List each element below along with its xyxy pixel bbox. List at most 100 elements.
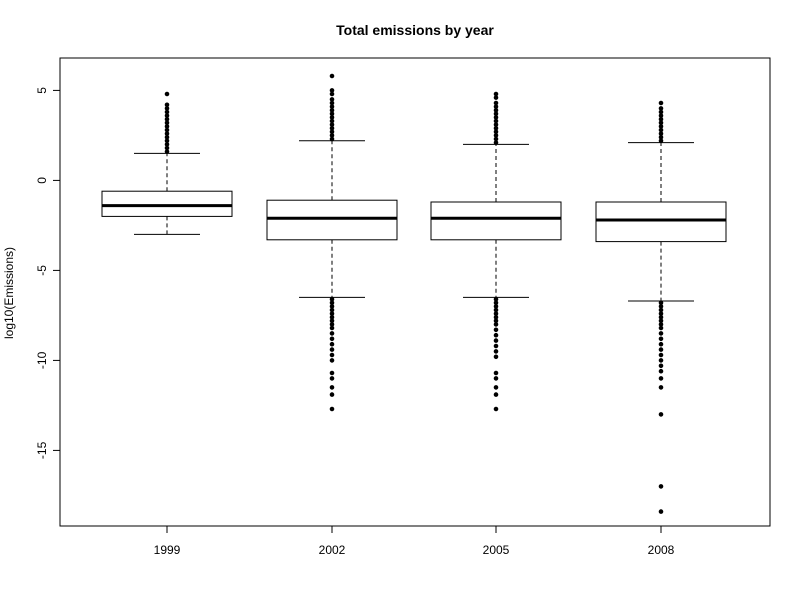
outlier-point bbox=[329, 133, 335, 138]
outlier-point bbox=[164, 120, 170, 126]
outlier-point bbox=[493, 327, 499, 333]
x-tick-label: 2002 bbox=[319, 543, 346, 557]
outlier-point bbox=[658, 113, 664, 118]
outlier-point bbox=[658, 300, 664, 306]
outlier-point bbox=[493, 376, 499, 381]
outlier-point bbox=[658, 509, 664, 514]
outlier-point bbox=[658, 331, 664, 336]
outlier-point bbox=[493, 318, 499, 324]
outlier-point bbox=[493, 111, 499, 117]
outlier-point bbox=[329, 136, 335, 142]
outlier-point bbox=[329, 341, 335, 347]
y-tick-label: 0 bbox=[35, 177, 49, 184]
outlier-point bbox=[493, 140, 499, 145]
outlier-point bbox=[164, 149, 170, 154]
outlier-point bbox=[329, 347, 335, 352]
outlier-point bbox=[658, 307, 664, 313]
plot-frame bbox=[59, 57, 771, 527]
y-tick-label: -15 bbox=[35, 441, 49, 459]
outlier-point bbox=[329, 111, 335, 117]
outlier-point bbox=[658, 368, 664, 374]
outlier-point bbox=[493, 129, 499, 135]
outlier-point bbox=[329, 336, 335, 342]
outlier-point bbox=[658, 314, 664, 320]
outlier-point bbox=[493, 100, 499, 106]
outlier-point bbox=[329, 370, 335, 376]
x-axis: 1999 2002 2005 2008 bbox=[154, 526, 675, 557]
y-axis-label: log10(Emissions) bbox=[2, 247, 16, 339]
outlier-point bbox=[329, 91, 335, 97]
outlier-point bbox=[493, 392, 499, 397]
outlier-point bbox=[164, 113, 170, 118]
outlier-point bbox=[658, 358, 664, 363]
outlier-point bbox=[493, 332, 499, 338]
outlier-point bbox=[493, 349, 499, 354]
box-2008 bbox=[595, 100, 727, 514]
box-2005 bbox=[430, 91, 562, 412]
outlier-point bbox=[164, 109, 170, 115]
outlier-point bbox=[493, 406, 499, 412]
outlier-point bbox=[658, 134, 664, 140]
outlier-point bbox=[493, 354, 499, 360]
outlier-point bbox=[329, 352, 335, 358]
outlier-point bbox=[329, 296, 335, 302]
y-tick-label: -5 bbox=[35, 265, 49, 276]
outlier-point bbox=[164, 142, 170, 147]
outlier-point bbox=[658, 318, 664, 324]
outlier-point bbox=[329, 115, 335, 120]
outlier-point bbox=[658, 385, 664, 390]
outlier-point bbox=[493, 136, 499, 142]
x-tick-label: 1999 bbox=[154, 543, 181, 557]
outlier-point bbox=[493, 115, 499, 120]
outlier-point bbox=[658, 120, 664, 126]
outlier-point bbox=[329, 88, 335, 93]
outlier-point bbox=[329, 307, 335, 313]
outlier-point bbox=[658, 322, 664, 327]
outlier-point bbox=[329, 97, 335, 102]
outlier-point bbox=[164, 138, 170, 144]
x-tick-label: 2008 bbox=[648, 543, 675, 557]
outlier-point bbox=[493, 311, 499, 316]
outlier-point bbox=[329, 125, 335, 131]
outlier-point bbox=[658, 124, 664, 129]
outlier-point bbox=[658, 336, 664, 342]
outlier-point bbox=[164, 102, 170, 108]
outlier-point bbox=[329, 129, 335, 135]
box-1999 bbox=[101, 91, 233, 235]
outlier-point bbox=[658, 412, 664, 417]
outlier-point bbox=[493, 122, 499, 127]
outlier-point bbox=[493, 133, 499, 138]
outlier-point bbox=[329, 392, 335, 397]
outlier-point bbox=[658, 304, 664, 309]
outlier-point bbox=[164, 131, 170, 136]
outlier-point bbox=[493, 343, 499, 349]
x-tick-label: 2005 bbox=[483, 543, 510, 557]
chart-title: Total emissions by year bbox=[336, 22, 494, 38]
y-tick-label: -10 bbox=[35, 351, 49, 369]
outlier-point bbox=[493, 300, 499, 306]
outlier-point bbox=[658, 376, 664, 381]
outlier-point bbox=[493, 338, 499, 343]
outlier-point bbox=[493, 370, 499, 376]
outlier-point bbox=[658, 347, 664, 352]
outlier-point bbox=[493, 296, 499, 302]
outlier-point bbox=[658, 363, 664, 369]
outlier-point bbox=[329, 100, 335, 106]
outlier-point bbox=[329, 358, 335, 363]
iqr-box bbox=[430, 201, 562, 241]
outlier-point bbox=[329, 107, 335, 113]
outlier-point bbox=[658, 484, 664, 489]
outlier-point bbox=[329, 311, 335, 316]
iqr-box bbox=[595, 201, 727, 243]
y-tick-label: 5 bbox=[35, 87, 49, 94]
outlier-point bbox=[329, 318, 335, 324]
outlier-point bbox=[493, 322, 499, 327]
outlier-point bbox=[329, 325, 335, 331]
box-2002 bbox=[266, 73, 398, 412]
outlier-point bbox=[658, 109, 664, 115]
outlier-point bbox=[329, 118, 335, 124]
outlier-point bbox=[329, 385, 335, 390]
outlier-point bbox=[164, 145, 170, 151]
outlier-point bbox=[658, 127, 664, 133]
